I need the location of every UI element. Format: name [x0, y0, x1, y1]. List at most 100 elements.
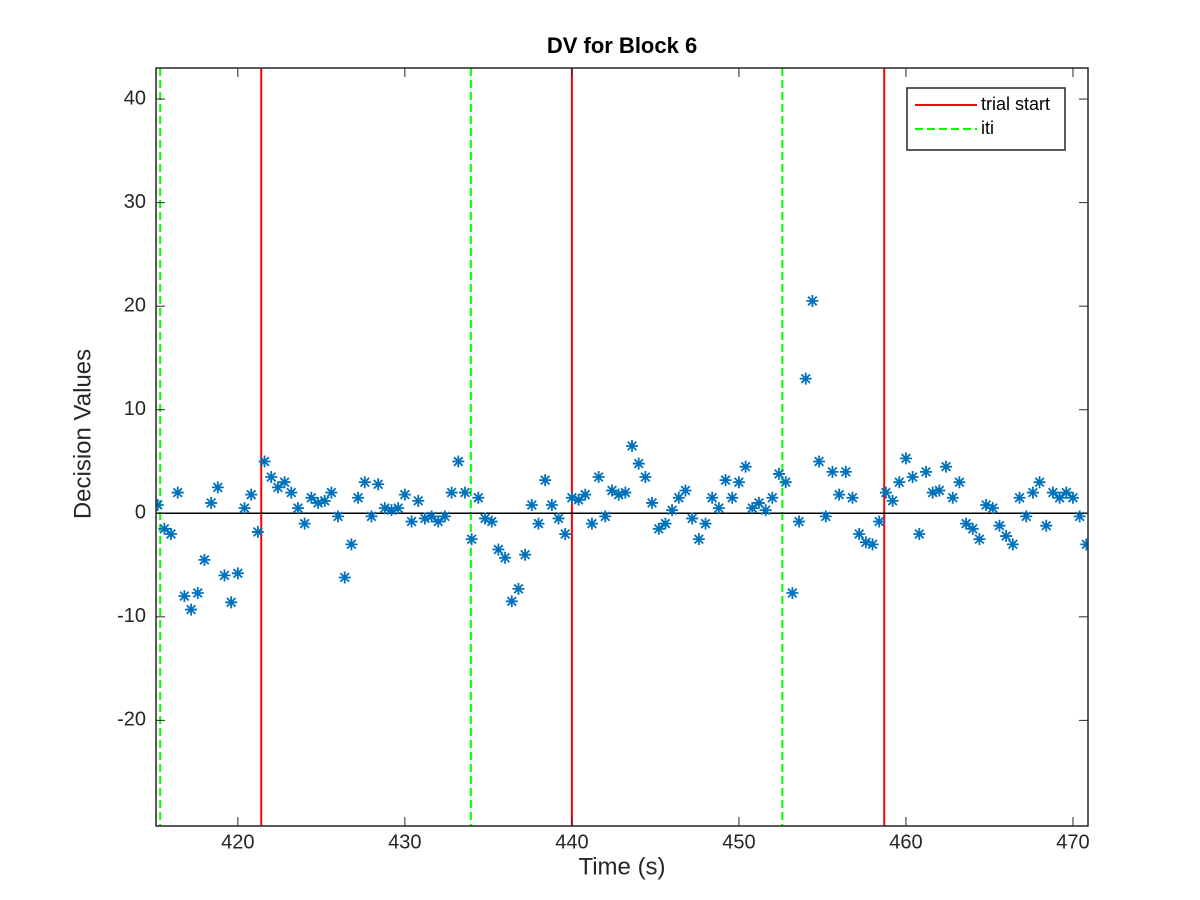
- point: [646, 496, 659, 509]
- point: [1000, 530, 1013, 543]
- point: [605, 484, 618, 497]
- point: [846, 491, 859, 504]
- point: [799, 372, 812, 385]
- point: [238, 502, 251, 515]
- point: [532, 517, 545, 530]
- point: [338, 571, 351, 584]
- point: [913, 527, 926, 540]
- point: [1066, 491, 1079, 504]
- point: [899, 452, 912, 465]
- point: [1026, 486, 1039, 499]
- point: [465, 533, 478, 546]
- point: [178, 590, 191, 603]
- point: [692, 533, 705, 546]
- point: [559, 527, 572, 540]
- point: [218, 569, 231, 582]
- point: [452, 455, 465, 468]
- x-tick-label: 420: [221, 831, 254, 853]
- point: [813, 455, 826, 468]
- point: [626, 439, 639, 452]
- chart-title: DV for Block 6: [547, 33, 697, 58]
- point: [719, 474, 732, 487]
- point: [579, 488, 592, 501]
- point: [833, 488, 846, 501]
- point: [793, 515, 806, 528]
- point: [893, 476, 906, 489]
- point: [398, 488, 411, 501]
- point: [185, 603, 198, 616]
- point: [1040, 519, 1053, 532]
- point: [198, 553, 211, 566]
- point: [906, 471, 919, 484]
- y-tick-label: -10: [117, 605, 146, 627]
- point: [759, 504, 772, 517]
- point: [445, 486, 458, 499]
- point: [686, 512, 699, 525]
- point: [886, 494, 899, 507]
- point: [946, 491, 959, 504]
- point: [285, 486, 298, 499]
- point: [251, 525, 264, 538]
- point: [639, 471, 652, 484]
- point: [425, 510, 438, 523]
- legend-label: iti: [981, 118, 994, 138]
- point: [619, 486, 632, 499]
- point: [345, 538, 358, 551]
- point: [298, 517, 311, 530]
- point: [512, 582, 525, 595]
- point: [993, 519, 1006, 532]
- point: [1020, 510, 1033, 523]
- point: [859, 536, 872, 549]
- point: [231, 567, 244, 580]
- x-axis-label: Time (s): [578, 853, 665, 880]
- point: [205, 496, 218, 509]
- point: [659, 517, 672, 530]
- y-tick-label: 30: [124, 191, 146, 213]
- point: [652, 522, 665, 535]
- point: [191, 587, 204, 600]
- legend-box: [906, 87, 1066, 151]
- point: [479, 512, 492, 525]
- x-tick-label: 450: [722, 831, 755, 853]
- point: [352, 491, 365, 504]
- point: [565, 491, 578, 504]
- point: [806, 294, 819, 307]
- point: [392, 502, 405, 515]
- point: [966, 522, 979, 535]
- point: [312, 496, 325, 509]
- point: [332, 510, 345, 523]
- point: [1046, 486, 1059, 499]
- point: [585, 517, 598, 530]
- point: [752, 496, 765, 509]
- point: [245, 488, 258, 501]
- point: [986, 502, 999, 515]
- point: [539, 474, 552, 487]
- legend-label: trial start: [981, 94, 1050, 114]
- point: [1033, 476, 1046, 489]
- point: [418, 512, 431, 525]
- point: [819, 510, 832, 523]
- point: [1006, 538, 1019, 551]
- point: [225, 596, 238, 609]
- point: [525, 498, 538, 511]
- point: [438, 510, 451, 523]
- point: [940, 460, 953, 473]
- point: [919, 465, 932, 478]
- point: [712, 502, 725, 515]
- point: [492, 543, 505, 556]
- x-tick-label: 460: [889, 831, 922, 853]
- point: [746, 502, 759, 515]
- y-tick-label: 0: [135, 502, 146, 524]
- point: [726, 491, 739, 504]
- point: [385, 504, 398, 517]
- point: [779, 476, 792, 489]
- point: [853, 527, 866, 540]
- point: [485, 515, 498, 528]
- point: [879, 486, 892, 499]
- x-tick-label: 470: [1056, 831, 1089, 853]
- point: [592, 471, 605, 484]
- point: [826, 465, 839, 478]
- point: [458, 486, 471, 499]
- point: [171, 486, 184, 499]
- y-tick-label: -20: [117, 709, 146, 731]
